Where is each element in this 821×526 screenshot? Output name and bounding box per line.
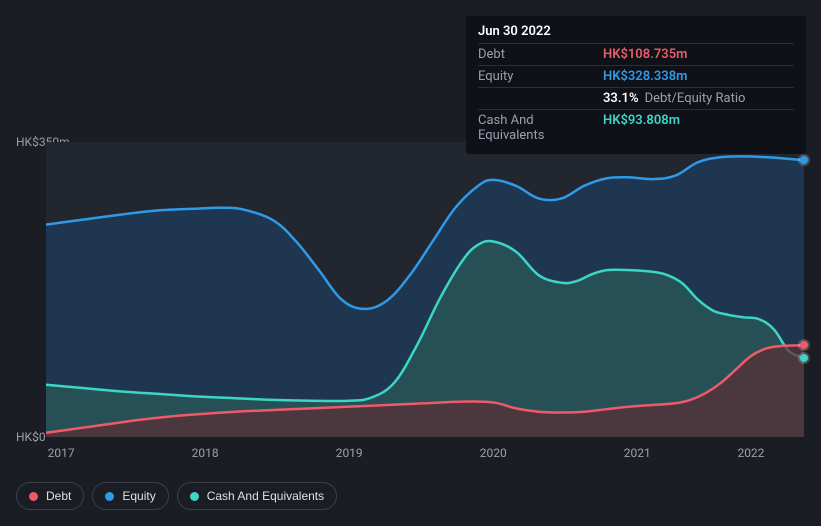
tooltip-label: Cash And Equivalents — [478, 113, 603, 143]
legend-item-debt[interactable]: Debt — [16, 482, 84, 510]
tooltip-ratio-pct: 33.1% — [603, 91, 639, 106]
tooltip-value: HK$93.808m — [603, 113, 680, 143]
tooltip-row: Cash And EquivalentsHK$93.808m — [478, 109, 794, 146]
tooltip-label: Debt — [478, 47, 603, 62]
x-axis-tick: 2021 — [624, 446, 651, 460]
series-marker-debt — [800, 341, 808, 349]
tooltip-date: Jun 30 2022 — [478, 24, 794, 43]
legend-label: Debt — [46, 489, 71, 503]
tooltip-ratio-label: Debt/Equity Ratio — [645, 91, 746, 106]
tooltip-value: HK$328.338m — [603, 69, 687, 84]
series-marker-equity — [800, 156, 808, 164]
tooltip-row: EquityHK$328.338m — [478, 65, 794, 87]
debt-equity-chart: HK$350mHK$0 201720182019202020212022 — [16, 120, 806, 470]
legend-label: Equity — [122, 489, 155, 503]
chart-plot-area[interactable] — [46, 142, 804, 437]
tooltip-row: 33.1% Debt/Equity Ratio — [478, 87, 794, 109]
chart-legend: Debt Equity Cash And Equivalents — [16, 482, 337, 510]
chart-x-axis: 2017 2018 2019 2020 2021 2022 — [46, 440, 804, 460]
x-axis-tick: 2020 — [480, 446, 507, 460]
legend-dot-icon — [190, 492, 199, 501]
x-axis-tick: 2022 — [737, 446, 764, 460]
tooltip-row: DebtHK$108.735m — [478, 43, 794, 65]
legend-label: Cash And Equivalents — [207, 489, 324, 503]
x-axis-tick: 2018 — [192, 446, 219, 460]
tooltip-value: HK$108.735m — [603, 47, 687, 62]
legend-dot-icon — [105, 492, 114, 501]
y-axis-tick: HK$0 — [16, 430, 46, 444]
tooltip-label: Equity — [478, 69, 603, 84]
legend-item-equity[interactable]: Equity — [92, 482, 168, 510]
tooltip-label — [478, 91, 603, 106]
legend-dot-icon — [29, 492, 38, 501]
x-axis-tick: 2017 — [48, 446, 75, 460]
x-axis-tick: 2019 — [336, 446, 363, 460]
chart-tooltip: Jun 30 2022 DebtHK$108.735mEquityHK$328.… — [466, 16, 806, 154]
series-marker-cash — [800, 354, 808, 362]
legend-item-cash-and-equivalents[interactable]: Cash And Equivalents — [177, 482, 337, 510]
